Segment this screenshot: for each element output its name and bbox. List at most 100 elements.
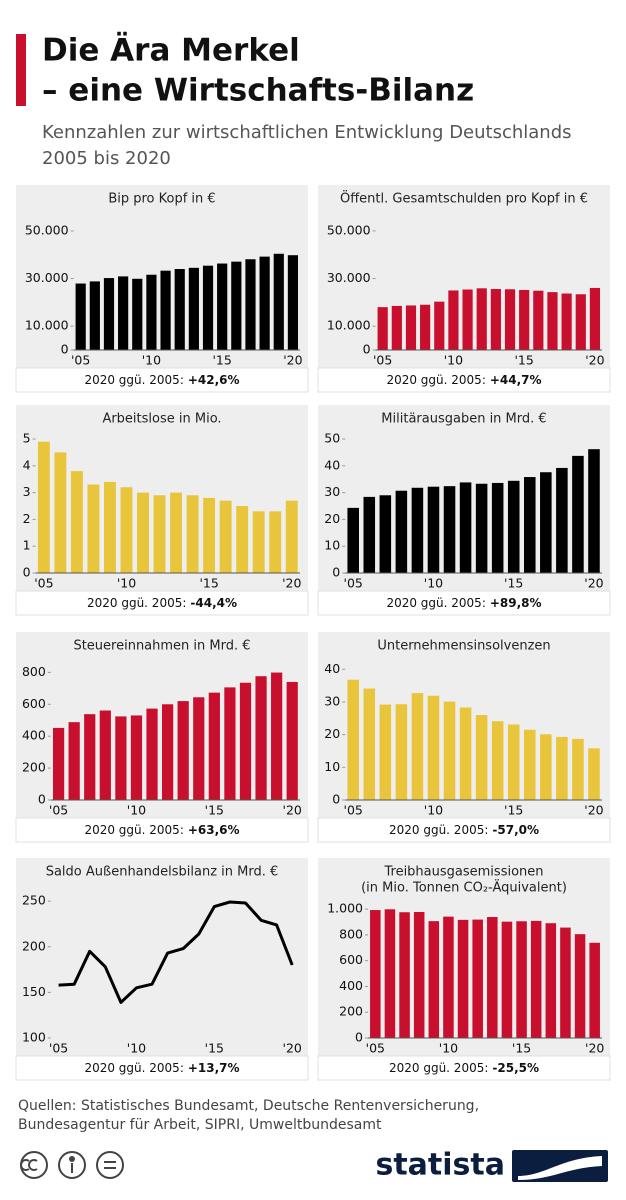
y-tick-label: 200 xyxy=(22,760,46,775)
note: 2020 ggü. 2005: +89,8% xyxy=(386,596,541,610)
bar xyxy=(89,281,100,350)
chart-panel: Militärausgaben in Mrd. € 0 10 20 30 40 50 '05 '… xyxy=(317,405,611,616)
line xyxy=(58,900,294,1004)
bar xyxy=(259,256,270,350)
bar xyxy=(37,441,50,573)
bar xyxy=(208,692,220,800)
y-tick-label: 600 xyxy=(22,696,46,711)
y-tick-label: 20 xyxy=(324,726,340,741)
chart-panel: Bip pro Kopf in € 0 10.000 30.000 50.000 '05 '… xyxy=(15,185,309,393)
brand: statista xyxy=(375,1148,505,1183)
bar xyxy=(186,495,199,573)
by-icon-head xyxy=(69,1156,75,1162)
note-box xyxy=(317,817,611,843)
y-tick-label: 10.000 xyxy=(327,318,371,333)
bar xyxy=(533,290,544,350)
x-tick-label: '15 xyxy=(504,803,523,818)
title: – eine Wirtschafts-Bilanz xyxy=(42,73,474,109)
chart-title: Unternehmensinsolvenzen xyxy=(377,639,550,654)
note-box xyxy=(15,817,309,843)
bar xyxy=(472,919,483,1038)
bar xyxy=(523,729,536,800)
bar xyxy=(174,269,185,350)
note-value: +44,7% xyxy=(490,373,542,387)
y-tick-label: 1.000 xyxy=(327,901,363,916)
bar xyxy=(507,724,520,800)
panels: Bip pro Kopf in € 0 10.000 30.000 50.000 '05 '… xyxy=(15,185,611,1081)
x-tick-label: '20 xyxy=(585,353,604,368)
bar xyxy=(137,492,149,573)
bar xyxy=(516,921,527,1038)
bar xyxy=(459,482,472,573)
bar xyxy=(370,910,381,1038)
bar xyxy=(475,483,488,573)
x-tick-label: '05 xyxy=(344,803,363,818)
bar xyxy=(572,738,584,800)
note-value: +63,6% xyxy=(188,823,240,837)
bar xyxy=(475,715,488,800)
bar xyxy=(347,507,360,573)
bar xyxy=(490,289,501,350)
bar xyxy=(462,289,473,350)
y-tick-label: 200 xyxy=(339,1004,363,1019)
y-tick-label: 800 xyxy=(22,664,46,679)
x-tick-label: '20 xyxy=(584,803,603,818)
bar xyxy=(245,259,256,350)
bar xyxy=(405,305,417,350)
x-tick-label: '15 xyxy=(205,803,224,818)
chart-panel: Unternehmensinsolvenzen 0 10 20 30 40 '05 '10 '1… xyxy=(317,632,611,843)
note-box xyxy=(317,367,611,393)
y-tick-label: 0 xyxy=(332,565,340,580)
note-box xyxy=(317,1055,611,1081)
bar xyxy=(457,919,469,1038)
bar xyxy=(487,917,498,1038)
bar xyxy=(224,687,236,800)
y-tick-label: 20 xyxy=(324,511,340,526)
bar xyxy=(188,267,199,350)
x-tick-label: '15 xyxy=(213,353,232,368)
bar xyxy=(443,701,456,800)
chart-panel: Öffentl. Gesamtschulden pro Kopf in € 0 10… xyxy=(317,185,611,393)
note-value: -57,0% xyxy=(492,823,539,837)
bar xyxy=(545,923,557,1038)
note-label: 2020 ggü. 2005: xyxy=(389,823,488,837)
y-tick-label: 40 xyxy=(324,661,340,676)
note-box xyxy=(15,590,309,616)
note-label: 2020 ggü. 2005: xyxy=(84,823,183,837)
bar xyxy=(572,455,584,573)
note-box xyxy=(15,1055,309,1081)
bar xyxy=(146,274,157,350)
note-label: 2020 ggü. 2005: xyxy=(87,596,186,610)
bar xyxy=(273,253,284,350)
y-tick-label: 5 xyxy=(23,431,31,446)
y-tick-label: 150 xyxy=(22,984,46,999)
bar xyxy=(399,912,410,1038)
accent-bar xyxy=(16,34,26,106)
x-tick-label: '10 xyxy=(439,1041,458,1056)
bar xyxy=(363,496,376,573)
note: 2020 ggü. 2005: +13,7% xyxy=(84,1061,239,1075)
bar xyxy=(413,911,425,1038)
x-tick-label: '05 xyxy=(71,353,90,368)
bar xyxy=(162,704,174,800)
y-tick-label: 40 xyxy=(324,457,340,472)
bar xyxy=(153,495,166,573)
chart-panel: Saldo Außenhandelsbilanz in Mrd. € 100 150… xyxy=(15,858,309,1081)
bar xyxy=(395,490,408,573)
note: 2020 ggü. 2005: +63,6% xyxy=(84,823,239,837)
bar xyxy=(443,916,454,1038)
bar xyxy=(104,481,116,573)
y-tick-label: 1 xyxy=(23,538,31,553)
bar xyxy=(574,934,586,1038)
y-tick-label: 10.000 xyxy=(25,318,69,333)
bar xyxy=(507,480,520,573)
bar xyxy=(519,289,530,350)
x-tick-label: '20 xyxy=(283,803,302,818)
note-value: +13,7% xyxy=(188,1061,240,1075)
chart-panel: Arbeitslose in Mio. 0 1 2 3 4 5 '05 '10 '15 '20 202… xyxy=(15,405,309,616)
note: 2020 ggü. 2005: -44,4% xyxy=(87,596,237,610)
y-tick-label: 30.000 xyxy=(327,270,371,285)
note: 2020 ggü. 2005: +44,7% xyxy=(386,373,541,387)
y-tick-label: 30 xyxy=(324,484,340,499)
bar xyxy=(420,304,431,350)
